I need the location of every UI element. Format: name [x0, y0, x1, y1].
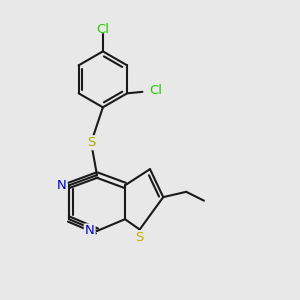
- Text: S: S: [87, 136, 95, 149]
- Text: N: N: [85, 224, 94, 238]
- Text: Cl: Cl: [96, 23, 110, 36]
- Text: S: S: [136, 231, 144, 244]
- Text: N: N: [57, 179, 67, 192]
- Text: Cl: Cl: [149, 84, 162, 97]
